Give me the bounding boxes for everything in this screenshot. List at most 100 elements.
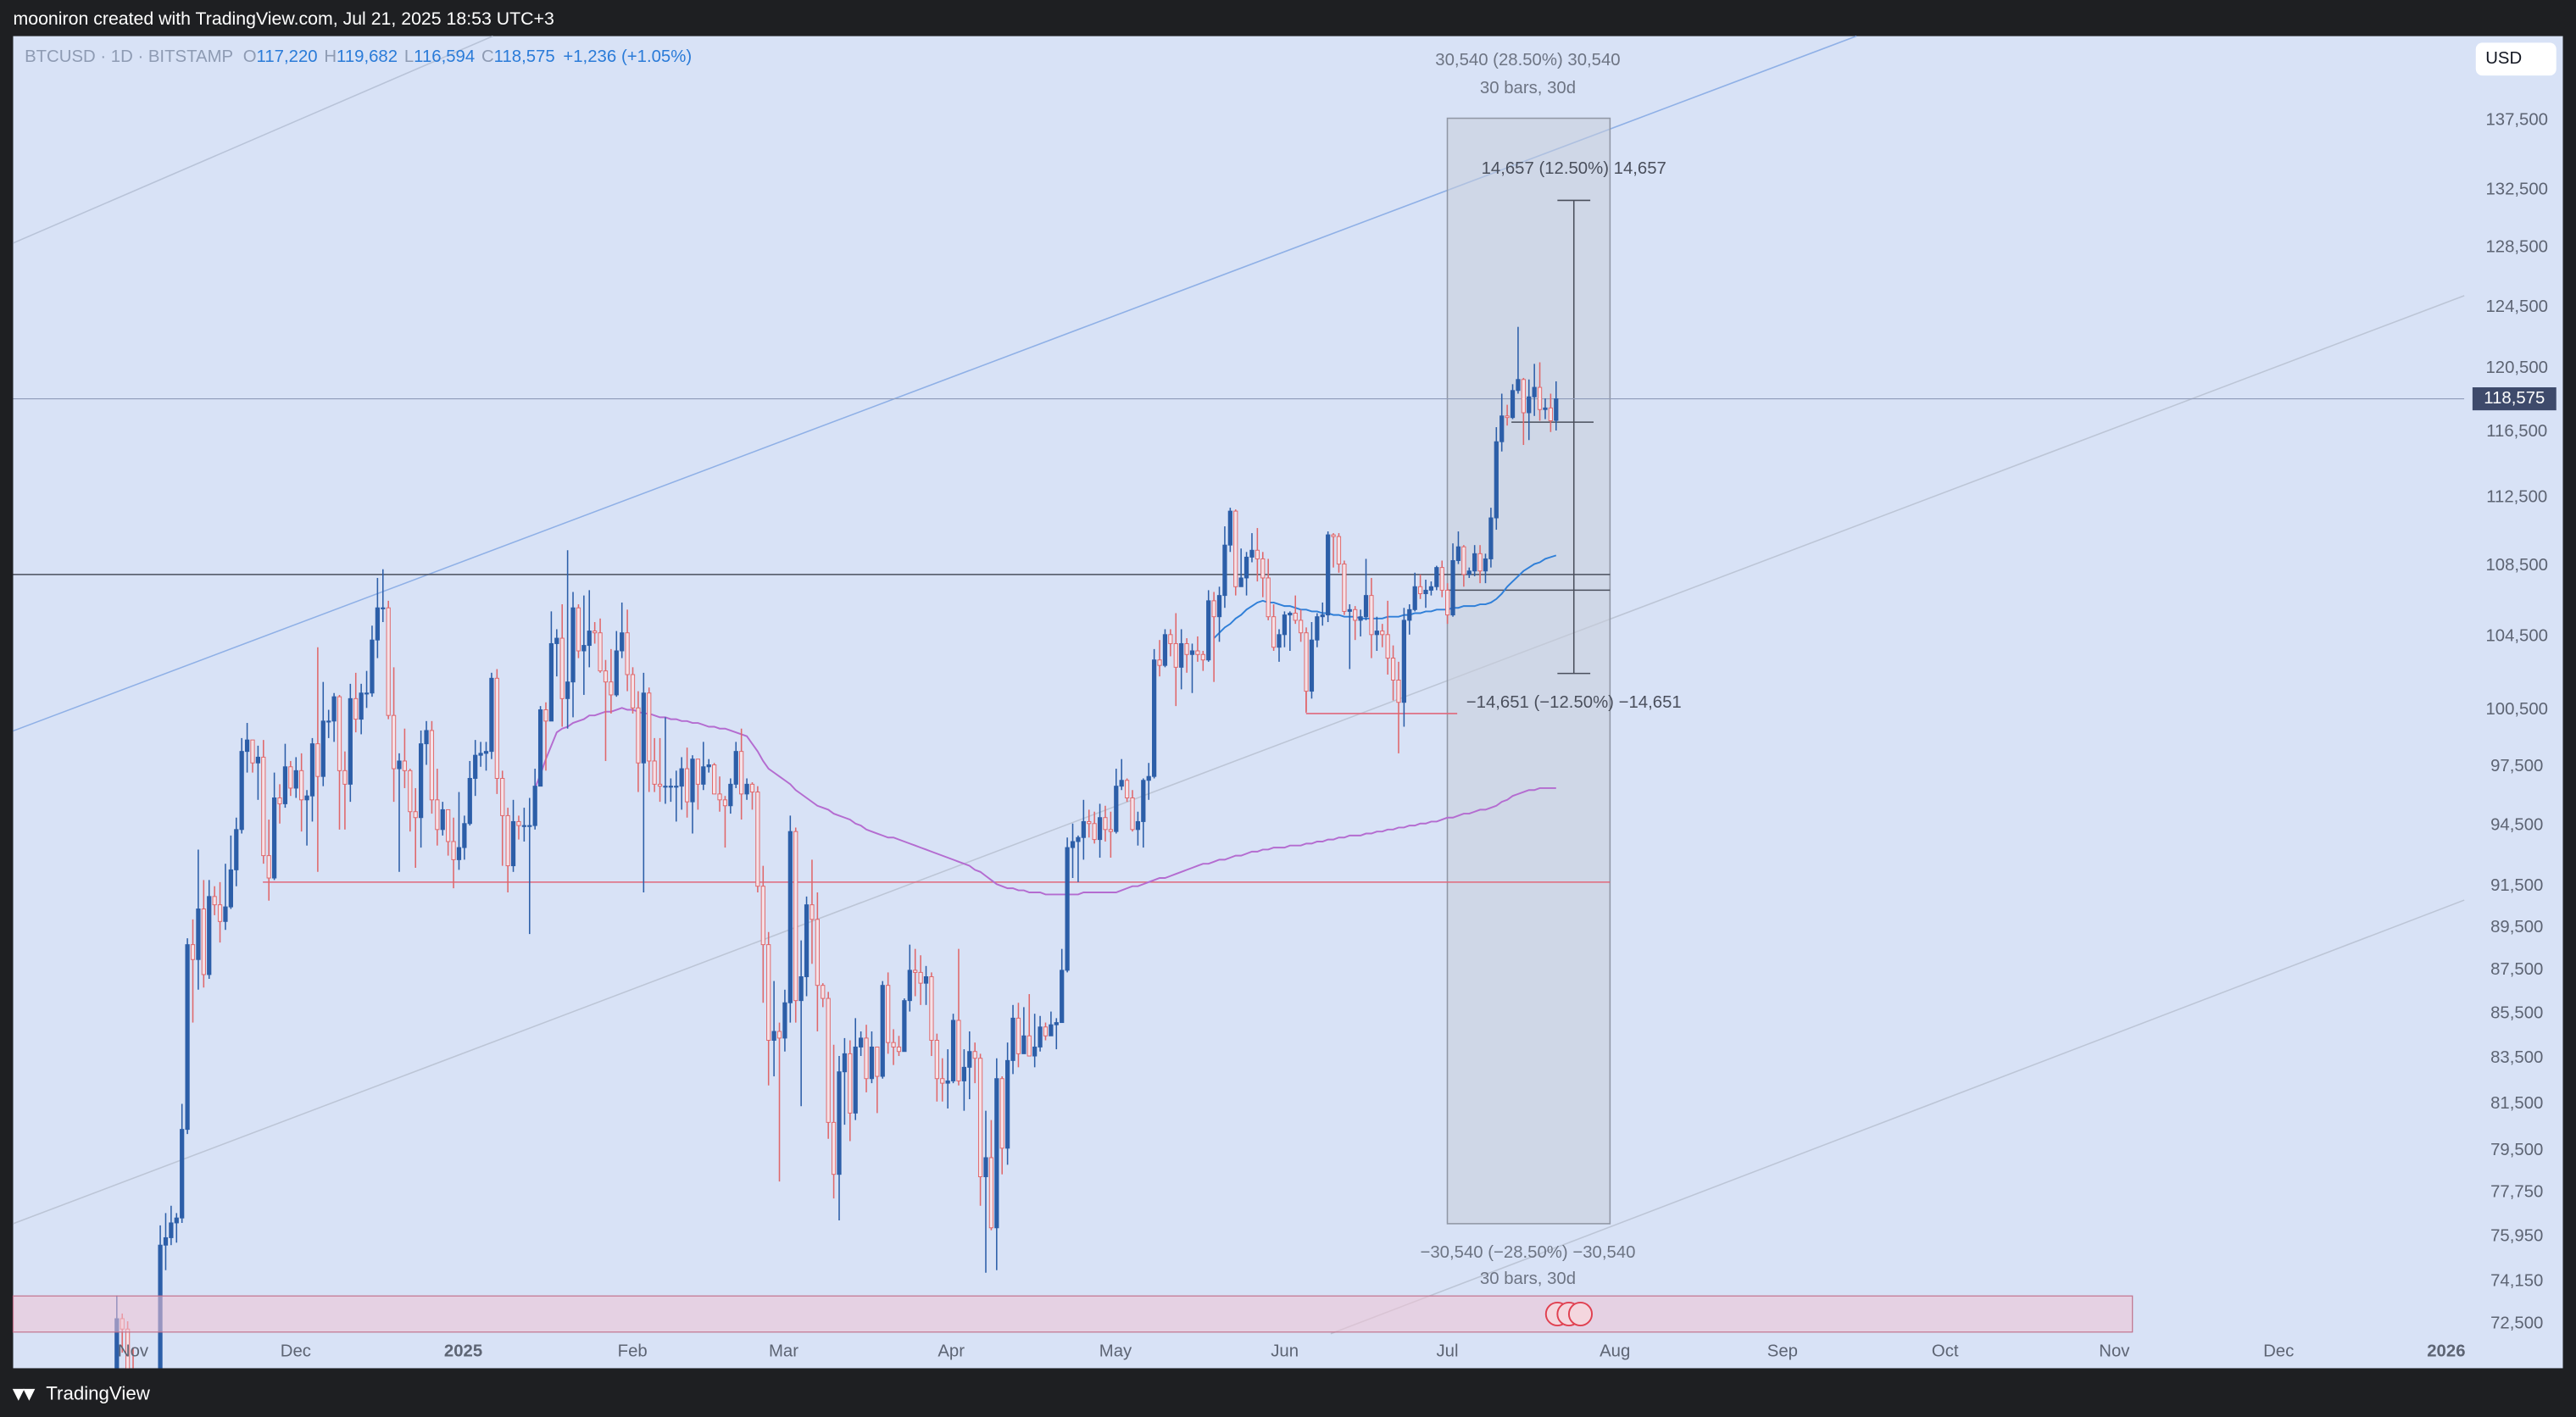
candle-body	[1157, 659, 1162, 666]
candle-body	[244, 739, 250, 753]
candle-body	[755, 792, 760, 887]
candle-body	[494, 677, 499, 779]
candle-body	[1353, 608, 1358, 621]
candle-body	[532, 786, 537, 826]
candle-body	[565, 681, 570, 699]
candle-body	[299, 770, 304, 801]
y-tick-label: 100,500	[2485, 700, 2548, 719]
candle-body	[967, 1051, 972, 1068]
currency-button[interactable]	[2475, 42, 2557, 76]
candle-body	[516, 820, 521, 826]
currency[interactable]: USD	[2485, 49, 2522, 68]
candle-body	[1092, 823, 1097, 841]
candle-body	[1401, 620, 1406, 703]
candle-body	[483, 751, 489, 754]
x-tick-label: Jul	[1436, 1342, 1458, 1360]
candle-body	[548, 642, 554, 722]
candle-body	[554, 637, 559, 644]
candle-body	[657, 783, 663, 787]
candle-body	[614, 650, 619, 696]
candle-body	[370, 639, 375, 694]
candle-body	[766, 944, 771, 1042]
legend-key: L	[404, 47, 414, 66]
candle-body	[826, 997, 831, 1123]
candle-body	[983, 1157, 988, 1178]
candle-body	[1320, 614, 1325, 618]
candle-body	[348, 697, 353, 785]
y-tick-label: 104,500	[2485, 626, 2548, 645]
candle-body	[717, 793, 722, 801]
candle-body	[728, 783, 733, 807]
candle-body	[342, 770, 348, 785]
chart-background	[13, 36, 2563, 1369]
candle-body	[804, 904, 810, 977]
candle-body	[489, 677, 494, 753]
candle-body	[831, 1121, 837, 1175]
last-price-tag	[2472, 387, 2557, 411]
candle-body	[1488, 517, 1494, 559]
candle-body	[1015, 1017, 1021, 1054]
candle-body	[1135, 820, 1141, 831]
candle-body	[625, 632, 630, 675]
candle-body	[776, 1031, 782, 1039]
candle-body	[1363, 595, 1369, 618]
candle-body	[679, 768, 684, 787]
candle-body	[1065, 847, 1070, 971]
x-tick-label: Dec	[2263, 1342, 2294, 1360]
brand: TradingView	[46, 1382, 150, 1403]
candle-body	[375, 607, 380, 641]
candle-body	[1358, 616, 1363, 621]
y-tick-label: 94,500	[2490, 815, 2543, 834]
event-icons	[1544, 1301, 1594, 1327]
candle-body	[1114, 786, 1119, 832]
candle-body	[169, 1222, 174, 1238]
candle-body	[413, 811, 418, 819]
candle-body	[1070, 841, 1076, 848]
candle-body	[663, 786, 668, 788]
x-tick-label: Jun	[1271, 1342, 1299, 1360]
candle-body	[1472, 553, 1477, 572]
candle-body	[1189, 650, 1195, 655]
candle-body	[950, 1020, 956, 1081]
x-tick-label: 2025	[444, 1342, 482, 1360]
candle-body	[288, 766, 293, 789]
candle-body	[440, 809, 445, 831]
y-tick-label: 120,500	[2485, 358, 2548, 377]
candle-body	[266, 855, 271, 879]
candle-body	[1162, 634, 1168, 666]
event-icon[interactable]	[1567, 1301, 1594, 1327]
candle-body	[234, 829, 239, 870]
candle-body	[837, 1071, 842, 1175]
candle-body	[706, 764, 711, 768]
candle-body	[994, 1078, 999, 1229]
candle-body	[1304, 632, 1309, 692]
drawings	[13, 35, 2465, 1335]
candle-body	[913, 970, 918, 973]
candle-body	[848, 1053, 853, 1114]
candle-body	[190, 944, 196, 960]
candle-body	[293, 770, 298, 789]
candle-body	[674, 786, 679, 788]
candle-body	[212, 896, 217, 906]
legend-key: H	[324, 47, 337, 66]
candle-body	[1227, 510, 1232, 546]
x-tick-label: Nov	[2099, 1342, 2130, 1360]
candle-body	[1087, 820, 1092, 825]
candle-body	[1543, 407, 1548, 410]
candle-body	[1423, 589, 1428, 595]
candle-body	[940, 1078, 945, 1084]
candle-body	[424, 730, 429, 745]
y-tick-label: 108,500	[2485, 556, 2548, 575]
candle-body	[1103, 817, 1108, 831]
caption: mooniron created with TradingView.com, J…	[14, 8, 554, 29]
x-tick-label: Oct	[1932, 1342, 1959, 1360]
range-label: −30,540 (−28.50%) −30,540	[1420, 1243, 1635, 1262]
candle-body	[923, 976, 929, 984]
candle-body	[326, 720, 331, 723]
x-tick-label: May	[1099, 1342, 1132, 1360]
candle-body	[446, 809, 451, 842]
candle-body	[163, 1236, 169, 1246]
x-tick-label: 2026	[2427, 1342, 2465, 1360]
